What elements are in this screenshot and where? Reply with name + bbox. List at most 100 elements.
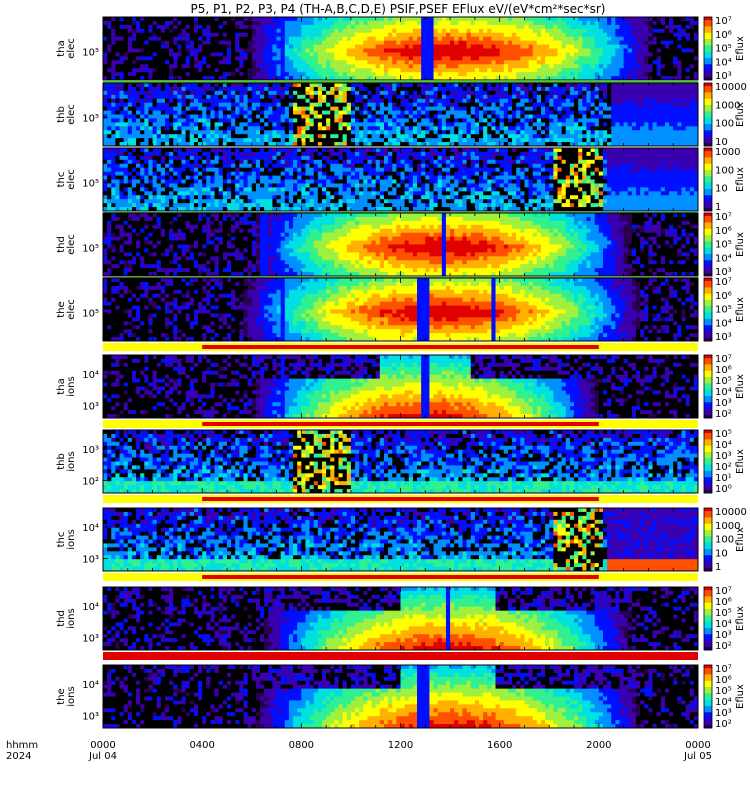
heatmap-cell <box>644 64 649 69</box>
heatmap-cell <box>685 130 691 135</box>
heatmap-cell <box>607 126 612 131</box>
heatmap-cell <box>388 114 393 119</box>
heatmap-cell <box>417 72 422 77</box>
heatmap-cell <box>474 142 480 147</box>
heatmap-cell <box>210 76 215 81</box>
heatmap-cell <box>260 86 265 92</box>
heatmap-cell <box>681 134 686 139</box>
heatmap-cell <box>251 130 257 135</box>
heatmap-cell <box>226 60 232 65</box>
heatmap-cell <box>127 44 133 49</box>
heatmap-cell <box>557 40 563 45</box>
heatmap-cell <box>103 159 108 165</box>
heatmap-cell <box>222 40 228 45</box>
heatmap-cell <box>495 122 501 127</box>
heatmap-cell <box>239 138 244 143</box>
heatmap-cell <box>264 106 269 111</box>
heatmap-cell <box>156 72 162 77</box>
heatmap-cell <box>181 114 187 119</box>
heatmap-cell <box>136 64 141 69</box>
heatmap-cell <box>644 106 649 111</box>
heatmap-cell <box>235 17 240 22</box>
heatmap-cell <box>483 114 488 119</box>
heatmap-cell <box>561 48 567 53</box>
heatmap-cell <box>140 167 145 173</box>
heatmap-cell <box>148 118 153 123</box>
heatmap-cell <box>202 20 207 26</box>
heatmap-cell <box>119 56 125 61</box>
heatmap-cell <box>408 130 414 135</box>
heatmap-cell <box>115 163 120 169</box>
heatmap-cell <box>309 138 315 143</box>
heatmap-cell <box>652 20 658 26</box>
heatmap-cell <box>226 52 232 57</box>
heatmap-cell <box>565 68 571 73</box>
heatmap-cell <box>243 122 249 127</box>
heatmap-cell <box>367 98 372 104</box>
heatmap-cell <box>450 24 455 30</box>
heatmap-cell <box>375 28 381 34</box>
heatmap-cell <box>136 183 141 188</box>
heatmap-cell <box>520 126 525 131</box>
heatmap-cell <box>251 142 257 147</box>
heatmap-cell <box>516 28 521 34</box>
heatmap-cell <box>305 36 310 42</box>
heatmap-cell <box>462 72 468 77</box>
heatmap-cell <box>198 114 203 119</box>
heatmap-cell <box>503 126 509 131</box>
heatmap-cell <box>594 24 600 30</box>
heatmap-cell <box>131 40 137 45</box>
heatmap-cell <box>479 118 484 123</box>
heatmap-cell <box>569 72 575 77</box>
heatmap-cell <box>367 32 372 38</box>
heatmap-cell <box>313 83 319 88</box>
heatmap-cell <box>528 36 534 42</box>
heatmap-cell <box>379 36 385 42</box>
heatmap-cell <box>582 60 587 65</box>
heatmap-cell <box>103 171 108 176</box>
heatmap-cell <box>470 44 476 49</box>
heatmap-cell <box>293 52 298 57</box>
heatmap-cell <box>164 106 170 111</box>
heatmap-cell <box>611 122 616 127</box>
heatmap-cell <box>123 207 129 212</box>
heatmap-cell <box>540 126 546 131</box>
heatmap-cell <box>210 138 215 143</box>
heatmap-cell <box>301 110 306 115</box>
heatmap-cell <box>276 40 282 45</box>
heatmap-cell <box>239 118 244 123</box>
heatmap-cell <box>466 114 472 119</box>
heatmap-cell <box>623 114 629 119</box>
heatmap-cell <box>565 126 571 131</box>
heatmap-cell <box>392 64 397 69</box>
heatmap-cell <box>540 64 546 69</box>
heatmap-cell <box>636 68 641 73</box>
heatmap-cell <box>545 17 550 22</box>
heatmap-cell <box>355 86 360 92</box>
heatmap-cell <box>123 155 129 161</box>
heatmap-cell <box>466 126 472 131</box>
heatmap-cell <box>177 122 182 127</box>
heatmap-cell <box>528 114 534 119</box>
heatmap-cell <box>193 138 199 143</box>
heatmap-cell <box>131 148 137 153</box>
heatmap-cell <box>136 187 141 192</box>
heatmap-cell <box>284 24 290 30</box>
heatmap-cell <box>528 110 534 115</box>
heatmap-cell <box>350 44 356 49</box>
heatmap-cell <box>590 76 596 81</box>
heatmap-cell <box>131 24 137 30</box>
heatmap-cell <box>483 118 488 123</box>
heatmap-cell <box>198 134 203 139</box>
heatmap-cell <box>495 72 501 77</box>
heatmap-cell <box>326 36 331 42</box>
heatmap-cell <box>557 114 563 119</box>
heatmap-cell <box>450 60 455 65</box>
heatmap-cell <box>239 94 244 100</box>
heatmap-cell <box>177 94 182 100</box>
heatmap-cell <box>148 187 153 192</box>
heatmap-cell <box>656 114 662 119</box>
heatmap-cell <box>321 52 327 57</box>
heatmap-cell <box>400 94 406 100</box>
heatmap-cell <box>574 130 579 135</box>
